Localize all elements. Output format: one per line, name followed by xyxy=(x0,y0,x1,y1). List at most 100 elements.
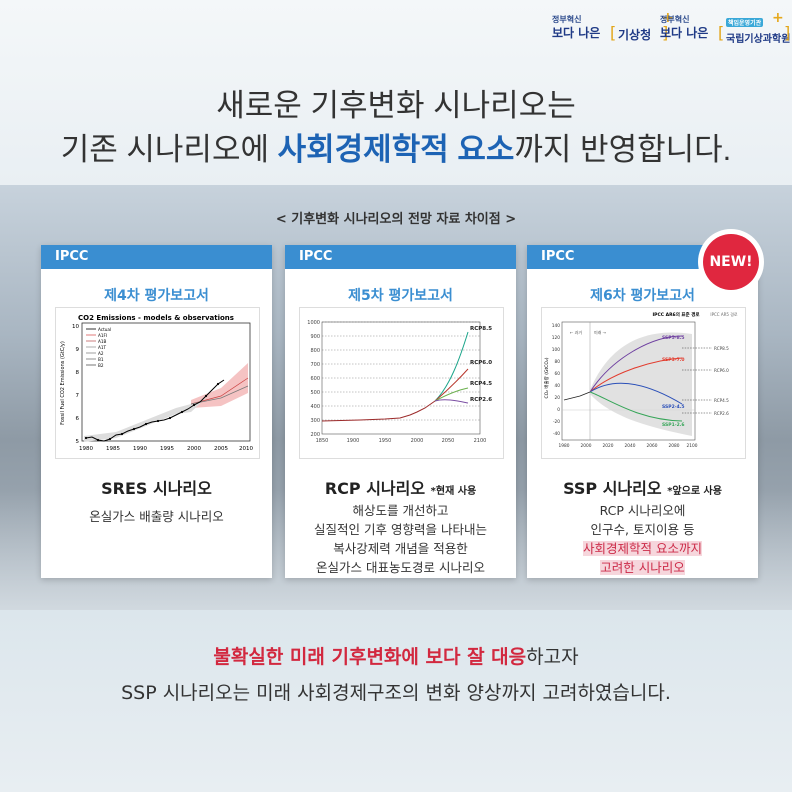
svg-text:미래 →: 미래 → xyxy=(594,329,607,335)
headline-line1: 새로운 기후변화 시나리오는 xyxy=(216,88,576,123)
svg-text:200: 200 xyxy=(310,432,320,438)
svg-text:2000: 2000 xyxy=(411,438,424,444)
scenario-desc: 해상도를 개선하고 실질적인 기후 영향력을 나타내는 복사강제력 개념을 적용… xyxy=(314,503,487,575)
ssp-emissions-chart: IPCC AR6의 표준 경로 IPCC AR5 경로 CO₂ 배출량 (GtC… xyxy=(541,307,746,459)
svg-text:6: 6 xyxy=(76,416,80,422)
top-background xyxy=(0,0,792,185)
report-title: 제5차 평가보고서 xyxy=(348,288,453,304)
new-badge: NEW! xyxy=(698,229,764,295)
svg-text:-40: -40 xyxy=(553,431,560,437)
highlight-text: 사회경제학적 요소까지 xyxy=(583,541,702,556)
svg-text:IPCC AR5 경로: IPCC AR5 경로 xyxy=(710,311,737,317)
svg-text:1950: 1950 xyxy=(379,438,392,444)
svg-text:RCP4.5: RCP4.5 xyxy=(714,398,729,403)
svg-text:2010: 2010 xyxy=(239,446,253,452)
svg-text:2000: 2000 xyxy=(581,443,592,449)
svg-text:A1T: A1T xyxy=(98,345,107,350)
svg-text:SSP1-2.6: SSP1-2.6 xyxy=(662,422,685,428)
card-ar5: IPCC 제5차 평가보고서 1000 900 800 700 600 500 … xyxy=(285,245,516,578)
highlight-text: 고려한 시나리오 xyxy=(600,560,685,575)
svg-text:B1: B1 xyxy=(98,357,104,362)
svg-text:CO₂ 배출량 (GtCO₂): CO₂ 배출량 (GtCO₂) xyxy=(543,357,550,398)
svg-text:A2: A2 xyxy=(98,351,104,356)
scenario-name: RCP 시나리오 *현재 사용 xyxy=(324,479,477,498)
svg-text:100: 100 xyxy=(552,347,560,353)
svg-text:RCP4.5: RCP4.5 xyxy=(470,381,492,387)
svg-text:← 과거: ← 과거 xyxy=(570,329,582,335)
svg-text:RCP2.6: RCP2.6 xyxy=(470,397,492,403)
bottom-line2: SSP 시나리오는 미래 사회경제구조의 변화 양상까지 고려하였습니다. xyxy=(121,682,671,704)
card-tab: IPCC xyxy=(285,245,516,269)
svg-text:A1FI: A1FI xyxy=(98,333,107,338)
svg-text:-20: -20 xyxy=(553,419,560,425)
headline-line2: 기존 시나리오에 사회경제학적 요소까지 반영합니다. xyxy=(60,132,732,167)
svg-text:10: 10 xyxy=(72,324,79,330)
svg-text:60: 60 xyxy=(555,371,561,377)
rcp-concentration-chart: 1000 900 800 700 600 500 400 300 200 185… xyxy=(299,307,504,459)
svg-text:9: 9 xyxy=(76,347,80,353)
svg-text:20: 20 xyxy=(555,395,561,401)
chart-title: CO2 Emissions - models & observations xyxy=(78,314,234,322)
svg-text:300: 300 xyxy=(310,418,320,424)
svg-text:RCP6.0: RCP6.0 xyxy=(714,368,729,373)
svg-text:1980: 1980 xyxy=(79,446,93,452)
svg-text:1990: 1990 xyxy=(133,446,147,452)
svg-text:80: 80 xyxy=(555,359,561,365)
svg-text:600: 600 xyxy=(310,376,320,382)
svg-text:RCP8.5: RCP8.5 xyxy=(714,346,729,351)
svg-text:40: 40 xyxy=(555,383,561,389)
svg-text:RCP6.0: RCP6.0 xyxy=(470,360,492,366)
card-ar6: IPCC 제6차 평가보고서 IPCC AR6의 표준 경로 IPCC AR5 … xyxy=(527,245,758,578)
svg-text:SSP3-7.0: SSP3-7.0 xyxy=(662,357,685,363)
scenario-name: SRES 시나리오 xyxy=(101,479,212,498)
card-ar4: IPCC 제4차 평가보고서 CO2 Emissions - models & … xyxy=(41,245,272,578)
svg-text:800: 800 xyxy=(310,348,320,354)
bottom-line1: 불확실한 미래 기후변화에 보다 잘 대응하고자 xyxy=(213,646,579,668)
svg-text:1000: 1000 xyxy=(307,320,320,326)
svg-text:RCP8.5: RCP8.5 xyxy=(470,326,492,332)
plus-icon: + xyxy=(662,10,674,26)
scenario-desc: RCP 시나리오에 인구수, 토지이용 등 사회경제학적 요소까지 고려한 시나… xyxy=(583,503,702,575)
report-title: 제6차 평가보고서 xyxy=(590,288,695,304)
svg-text:1900: 1900 xyxy=(347,438,360,444)
svg-text:RCP2.6: RCP2.6 xyxy=(714,411,729,416)
svg-text:120: 120 xyxy=(552,335,560,341)
co2-emissions-chart: CO2 Emissions - models & observations Fo… xyxy=(55,307,260,459)
svg-text:900: 900 xyxy=(310,334,320,340)
svg-text:1985: 1985 xyxy=(106,446,120,452)
svg-text:7: 7 xyxy=(76,393,80,399)
svg-text:700: 700 xyxy=(310,362,320,368)
svg-text:2050: 2050 xyxy=(442,438,455,444)
scenario-name: SSP 시나리오 *앞으로 사용 xyxy=(563,479,722,498)
svg-text:2005: 2005 xyxy=(214,446,228,452)
svg-text:1995: 1995 xyxy=(160,446,174,452)
svg-text:2100: 2100 xyxy=(687,443,698,449)
y-axis-label: Fossil Fuel CO2 Emissions (GtC/y) xyxy=(60,341,66,425)
report-title: 제4차 평가보고서 xyxy=(104,288,209,304)
svg-text:SSP5-8.5: SSP5-8.5 xyxy=(662,335,685,341)
plus-icon: + xyxy=(772,10,784,26)
svg-text:2020: 2020 xyxy=(603,443,614,449)
svg-text:500: 500 xyxy=(310,390,320,396)
svg-text:2060: 2060 xyxy=(647,443,658,449)
svg-text:2040: 2040 xyxy=(625,443,636,449)
svg-text:1850: 1850 xyxy=(316,438,329,444)
sea-background xyxy=(0,610,792,792)
svg-text:SSP2-4.5: SSP2-4.5 xyxy=(662,404,685,410)
svg-text:5: 5 xyxy=(76,439,80,445)
svg-text:2080: 2080 xyxy=(669,443,680,449)
svg-text:1980: 1980 xyxy=(559,443,570,449)
svg-text:B2: B2 xyxy=(98,363,104,368)
svg-text:IPCC AR6의 표준 경로: IPCC AR6의 표준 경로 xyxy=(652,311,699,318)
svg-text:A1B: A1B xyxy=(98,339,107,344)
svg-text:2000: 2000 xyxy=(187,446,201,452)
svg-text:8: 8 xyxy=(76,370,80,376)
section-subtitle: < 기후변화 시나리오의 전망 자료 차이점 > xyxy=(275,212,517,227)
svg-text:0: 0 xyxy=(557,407,560,413)
card-tab: IPCC xyxy=(41,245,272,269)
svg-text:2100: 2100 xyxy=(474,438,487,444)
svg-text:400: 400 xyxy=(310,404,320,410)
svg-text:140: 140 xyxy=(552,323,560,329)
svg-text:Actual: Actual xyxy=(98,327,111,332)
scenario-desc: 온실가스 배출량 시나리오 xyxy=(89,509,224,524)
